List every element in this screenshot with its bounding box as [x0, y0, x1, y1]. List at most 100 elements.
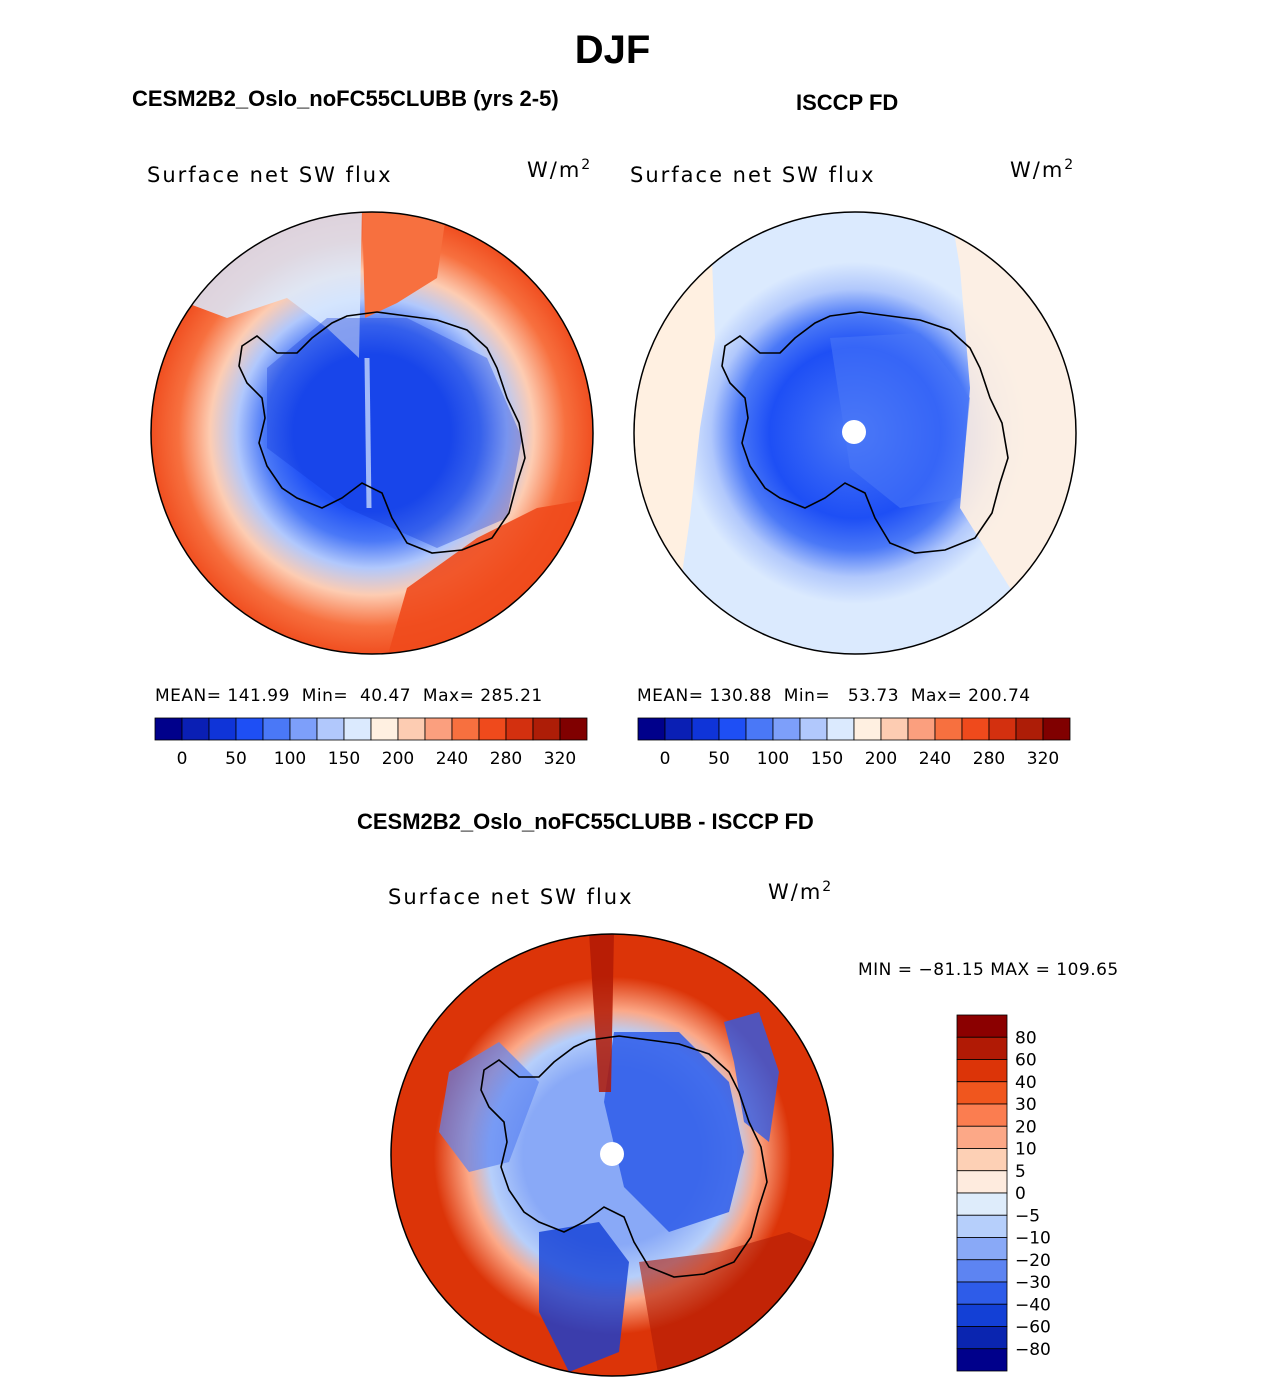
panel-3-colorbar-box-2 — [956, 1059, 1008, 1083]
panel-3-colorbar-tick-label: −40 — [1015, 1295, 1051, 1315]
panel-1-colorbar: 0 50 100 150 200 240 280 320 — [154, 717, 588, 769]
panel-3-colorbar-tick-label: 60 — [1015, 1051, 1037, 1071]
panel-3-coastline — [480, 1035, 768, 1278]
panel-1-colorbar-box-4 — [262, 717, 291, 741]
panel-1-colorbar-box-11 — [451, 717, 480, 741]
panel-2-colorbar-tick-label: 200 — [865, 749, 897, 769]
panel-1-map — [150, 211, 594, 655]
panel-2-colorbar-box-14 — [1015, 717, 1044, 741]
panel-1-colorbar-box-14 — [532, 717, 561, 741]
panel-3-colorbar-box-3 — [956, 1081, 1008, 1105]
panel-2-colorbar-box-13 — [988, 717, 1017, 741]
panel-1-colorbar-tick-label: 280 — [490, 749, 522, 769]
panel-1-colorbar-box-5 — [289, 717, 318, 741]
panel-3-colorbar-tick-label: −20 — [1015, 1251, 1051, 1271]
panel-3-colorbar-box-6 — [956, 1148, 1008, 1172]
panel-3-colorbar-box-10 — [956, 1237, 1008, 1261]
panel-1-colorbar-tick-label: 0 — [177, 749, 188, 769]
panel-3-title: CESM2B2_Oslo_noFC55CLUBB - ISCCP FD — [357, 809, 814, 834]
panel-2-map — [633, 211, 1077, 655]
panel-2-colorbar-tick-label: 320 — [1027, 749, 1059, 769]
panel-3-colorbar-box-9 — [956, 1214, 1008, 1238]
panel-1-colorbar-box-2 — [208, 717, 237, 741]
panel-3-variable-label: Surface net SW flux — [388, 885, 634, 909]
panel-2-colorbar-box-8 — [853, 717, 882, 741]
panel-3-minmax: MIN = −81.15 MAX = 109.65 — [858, 960, 1119, 980]
panel-3-colorbar-box-5 — [956, 1125, 1008, 1149]
panel-3-colorbar-box-1 — [956, 1036, 1008, 1060]
panel-1-colorbar-tick-label: 320 — [544, 749, 576, 769]
panel-3-colorbar-tick-label: −5 — [1015, 1206, 1040, 1226]
panel-1-colorbar-tick-label: 150 — [328, 749, 360, 769]
panel-1-stats: MEAN= 141.99 Min= 40.47 Max= 285.21 — [155, 686, 543, 706]
panel-3-colorbar-tick-label: 40 — [1015, 1073, 1037, 1093]
panel-1-colorbar-box-8 — [370, 717, 399, 741]
panel-3-colorbar-tick-label: −80 — [1015, 1340, 1051, 1360]
panel-3-colorbar-tick-label: 80 — [1015, 1028, 1037, 1048]
panel-1-colorbar-box-3 — [235, 717, 264, 741]
panel-1-colorbar-tick-label: 200 — [382, 749, 414, 769]
panel-1-title: CESM2B2_Oslo_noFC55CLUBB (yrs 2-5) — [132, 86, 559, 111]
panel-2-colorbar-box-10 — [907, 717, 936, 741]
panel-1-colorbar-box-9 — [397, 717, 426, 741]
panel-2-colorbar-tick-label: 0 — [660, 749, 671, 769]
panel-2-colorbar-tick-label: 280 — [973, 749, 1005, 769]
panel-3-colorbar-box-12 — [956, 1281, 1008, 1305]
panel-2-colorbar-box-0 — [637, 717, 666, 741]
panel-3-colorbar-box-11 — [956, 1259, 1008, 1283]
panel-1-colorbar-box-15 — [559, 717, 588, 741]
panel-2-colorbar-tick-label: 150 — [811, 749, 843, 769]
panel-2-colorbar-box-12 — [961, 717, 990, 741]
panel-2-units: W/m2 — [1010, 157, 1074, 182]
panel-1-colorbar-box-6 — [316, 717, 345, 741]
panel-3-units: W/m2 — [768, 879, 832, 904]
panel-1-colorbar-tick-label: 100 — [274, 749, 306, 769]
panel-3-colorbar-tick-label: −60 — [1015, 1318, 1051, 1338]
panel-2-colorbar-box-11 — [934, 717, 963, 741]
panel-1-colorbar-box-10 — [424, 717, 453, 741]
panel-1-colorbar-box-12 — [478, 717, 507, 741]
panel-3-colorbar-box-7 — [956, 1170, 1008, 1194]
panel-2-colorbar-box-3 — [718, 717, 747, 741]
panel-2-colorbar-tick-label: 100 — [757, 749, 789, 769]
panel-3-colorbar-tick-label: −10 — [1015, 1229, 1051, 1249]
panel-2-colorbar-box-4 — [745, 717, 774, 741]
panel-3-colorbar-box-15 — [956, 1348, 1008, 1372]
panel-2-colorbar-box-2 — [691, 717, 720, 741]
panel-3-colorbar-box-8 — [956, 1192, 1008, 1216]
panel-2-colorbar: 0 50 100 150 200 240 280 320 — [637, 717, 1071, 769]
panel-2-colorbar-box-1 — [664, 717, 693, 741]
main-title: DJF — [574, 28, 651, 72]
panel-3-colorbar-tick-label: 20 — [1015, 1117, 1037, 1137]
panel-3-colorbar-box-4 — [956, 1103, 1008, 1127]
panel-2-colorbar-tick-label: 50 — [708, 749, 730, 769]
panel-2-coastline — [721, 311, 1009, 554]
panel-3-colorbar-box-13 — [956, 1303, 1008, 1327]
panel-3-colorbar-tick-label: 0 — [1015, 1184, 1026, 1204]
panel-3-colorbar-tick-label: 10 — [1015, 1140, 1037, 1160]
panel-2-colorbar-box-6 — [799, 717, 828, 741]
panel-3-map — [390, 933, 834, 1377]
panel-1-colorbar-box-13 — [505, 717, 534, 741]
panel-2-colorbar-box-15 — [1042, 717, 1071, 741]
panel-1-colorbar-box-7 — [343, 717, 372, 741]
panel-2-colorbar-box-5 — [772, 717, 801, 741]
panel-1-colorbar-box-0 — [154, 717, 183, 741]
panel-2-title: ISCCP FD — [796, 90, 899, 115]
panel-1-colorbar-tick-label: 240 — [436, 749, 468, 769]
panel-1-units: W/m2 — [527, 157, 591, 182]
panel-1-variable-label: Surface net SW flux — [147, 163, 393, 187]
panel-3-colorbar-box-0 — [956, 1014, 1008, 1038]
panel-3-colorbar-tick-label: 30 — [1015, 1095, 1037, 1115]
panel-1-colorbar-box-1 — [181, 717, 210, 741]
panel-2-stats: MEAN= 130.88 Min= 53.73 Max= 200.74 — [637, 686, 1031, 706]
panel-1-colorbar-tick-label: 50 — [225, 749, 247, 769]
panel-2-colorbar-box-7 — [826, 717, 855, 741]
panel-2-variable-label: Surface net SW flux — [630, 163, 876, 187]
panel-2-colorbar-box-9 — [880, 717, 909, 741]
panel-3-colorbar-tick-label: −30 — [1015, 1273, 1051, 1293]
panel-3-colorbar-box-14 — [956, 1326, 1008, 1350]
panel-2-colorbar-tick-label: 240 — [919, 749, 951, 769]
panel-3-colorbar-tick-label: 5 — [1015, 1162, 1026, 1182]
